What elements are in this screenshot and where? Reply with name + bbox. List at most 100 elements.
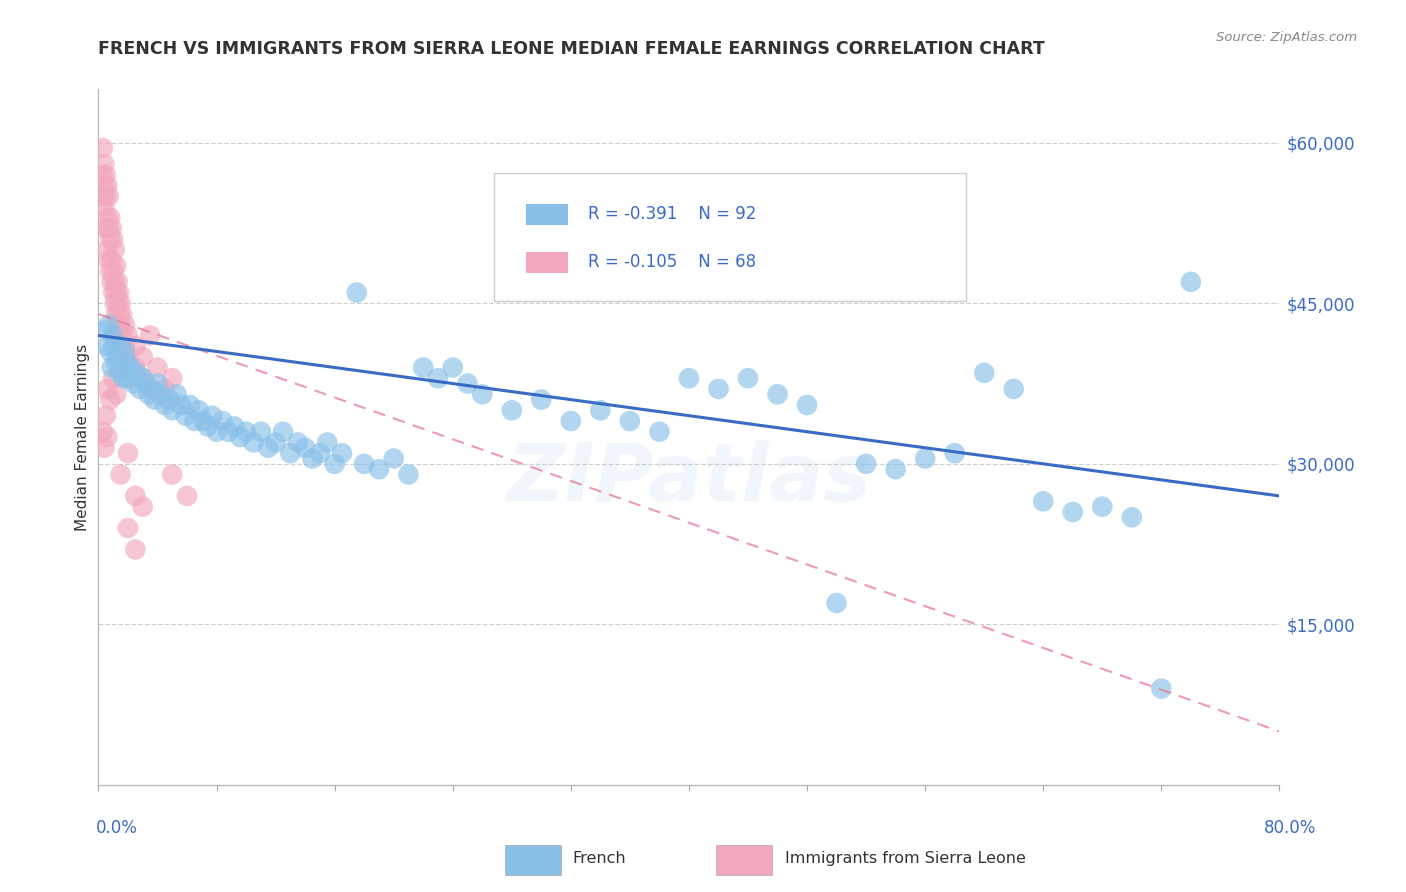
- Point: [107, 350, 129, 364]
- Point: [170, 398, 193, 412]
- Point: [287, 435, 309, 450]
- Point: [766, 387, 789, 401]
- Point: [737, 371, 759, 385]
- Point: [105, 307, 128, 321]
- Point: [943, 446, 966, 460]
- Point: [114, 344, 136, 359]
- Point: [973, 366, 995, 380]
- Point: [825, 596, 848, 610]
- Point: [176, 489, 198, 503]
- Point: [1150, 681, 1173, 696]
- Point: [96, 178, 118, 193]
- Point: [589, 403, 612, 417]
- Point: [108, 285, 131, 300]
- Point: [107, 296, 129, 310]
- Point: [97, 189, 120, 203]
- Point: [108, 307, 131, 321]
- Point: [98, 344, 121, 359]
- Point: [100, 253, 122, 268]
- Point: [271, 425, 294, 439]
- Point: [100, 275, 122, 289]
- Point: [229, 430, 252, 444]
- Point: [103, 328, 125, 343]
- Point: [114, 318, 136, 332]
- Point: [91, 425, 114, 439]
- Point: [97, 318, 120, 332]
- Point: [105, 355, 128, 369]
- Point: [103, 371, 125, 385]
- Point: [110, 318, 132, 332]
- Point: [105, 259, 128, 273]
- Point: [93, 157, 115, 171]
- FancyBboxPatch shape: [494, 173, 966, 301]
- Text: FRENCH VS IMMIGRANTS FROM SIERRA LEONE MEDIAN FEMALE EARNINGS CORRELATION CHART: FRENCH VS IMMIGRANTS FROM SIERRA LEONE M…: [98, 40, 1045, 58]
- Point: [501, 403, 523, 417]
- Point: [146, 360, 169, 375]
- Point: [346, 285, 368, 300]
- Point: [382, 451, 405, 466]
- Point: [884, 462, 907, 476]
- Point: [94, 323, 117, 337]
- Point: [1091, 500, 1114, 514]
- Point: [124, 489, 146, 503]
- Point: [108, 328, 131, 343]
- Point: [124, 360, 146, 375]
- Point: [132, 371, 155, 385]
- Point: [1121, 510, 1143, 524]
- Text: Immigrants from Sierra Leone: Immigrants from Sierra Leone: [785, 852, 1025, 866]
- Point: [224, 419, 246, 434]
- Point: [128, 382, 150, 396]
- Point: [162, 403, 183, 417]
- Point: [100, 221, 122, 235]
- Point: [205, 425, 228, 439]
- Point: [91, 168, 114, 182]
- Point: [316, 435, 339, 450]
- Point: [108, 366, 131, 380]
- Point: [98, 264, 121, 278]
- Point: [104, 296, 127, 310]
- Point: [309, 446, 332, 460]
- Point: [235, 425, 257, 439]
- Point: [117, 350, 139, 364]
- Point: [139, 328, 162, 343]
- Point: [105, 387, 128, 401]
- Point: [201, 409, 224, 423]
- Point: [427, 371, 450, 385]
- Point: [132, 350, 155, 364]
- Point: [217, 425, 239, 439]
- Point: [110, 339, 132, 353]
- Point: [117, 446, 139, 460]
- Point: [530, 392, 553, 407]
- Point: [149, 387, 172, 401]
- Point: [98, 392, 121, 407]
- Point: [117, 371, 139, 385]
- Point: [135, 376, 157, 391]
- Point: [103, 285, 125, 300]
- Point: [153, 398, 176, 412]
- Point: [174, 409, 197, 423]
- Point: [94, 409, 117, 423]
- Point: [855, 457, 877, 471]
- Point: [112, 371, 135, 385]
- Point: [104, 275, 127, 289]
- Point: [368, 462, 391, 476]
- Point: [96, 430, 118, 444]
- Point: [250, 425, 273, 439]
- Point: [257, 441, 280, 455]
- Point: [301, 451, 323, 466]
- Point: [97, 221, 120, 235]
- Point: [914, 451, 936, 466]
- Point: [1062, 505, 1084, 519]
- Point: [111, 360, 134, 375]
- Text: R = -0.105    N = 68: R = -0.105 N = 68: [588, 253, 756, 271]
- Point: [153, 382, 176, 396]
- Point: [93, 200, 115, 214]
- Point: [94, 168, 117, 182]
- Point: [110, 296, 132, 310]
- Point: [1180, 275, 1202, 289]
- Point: [107, 275, 129, 289]
- Point: [441, 360, 464, 375]
- Point: [162, 371, 183, 385]
- Point: [91, 189, 114, 203]
- Point: [125, 366, 148, 380]
